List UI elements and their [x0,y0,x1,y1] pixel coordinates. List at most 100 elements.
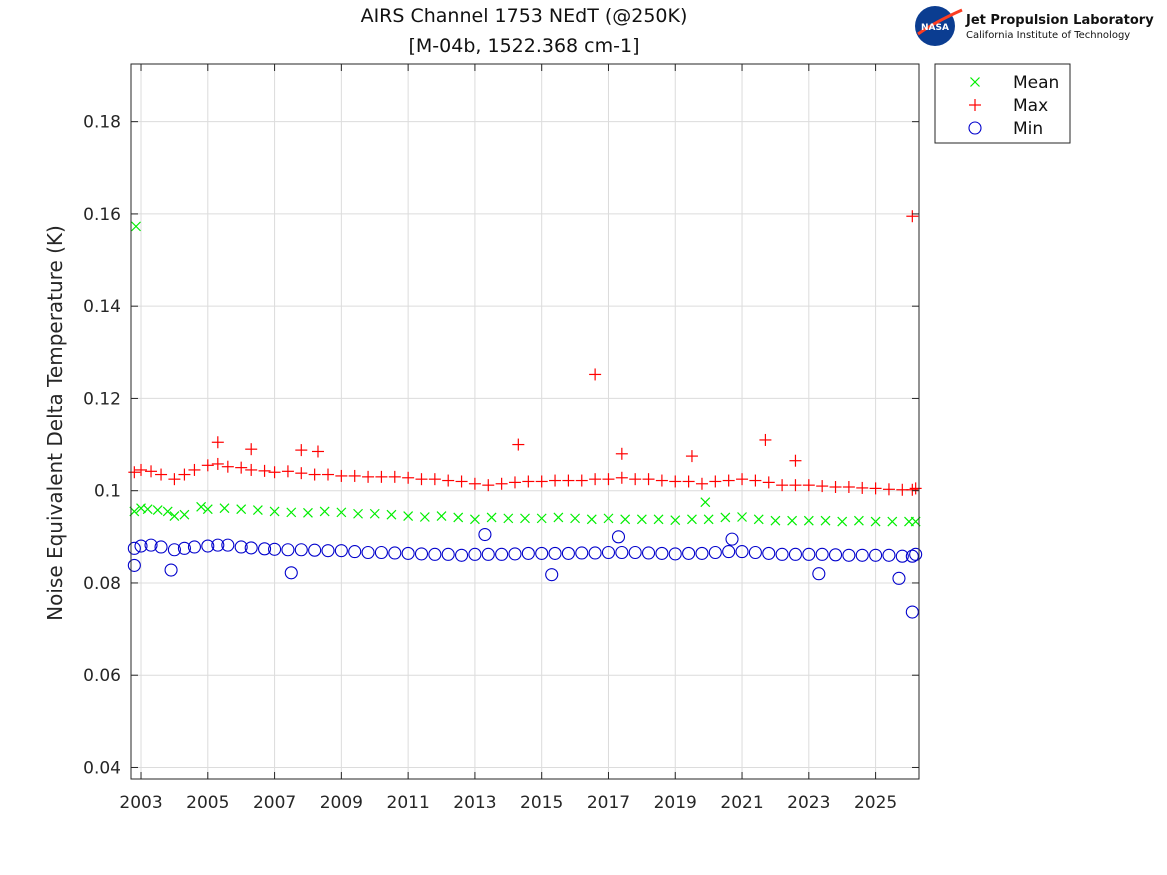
max-point [759,433,772,446]
mean-point [720,512,731,523]
max-point [669,475,682,488]
mean-point [386,509,397,520]
legend: Mean Max Min [934,63,1071,144]
max-point [512,438,525,451]
max-point [178,468,191,481]
min-point [134,539,148,553]
max-point [776,479,789,492]
mean-marker-stroke [236,504,247,515]
mean-marker-stroke [169,511,180,521]
min-point [244,541,258,555]
mean-point [753,514,764,525]
min-point [869,548,883,562]
min-point [668,547,682,561]
mean-marker-stroke [196,501,207,512]
min-point [892,571,906,585]
mean-point [536,513,547,524]
mean-marker-stroke [703,514,714,525]
mean-point [252,505,263,515]
y-axis-label: Noise Equivalent Delta Temperature (K) [43,225,67,621]
mean-point [603,513,614,524]
min-point [535,546,549,560]
mean-point [286,507,297,518]
max-point [211,436,224,449]
min-point [374,545,388,560]
mean-marker-stroke [737,512,747,522]
mean-marker-stroke [219,503,230,514]
min-point [211,538,225,552]
mean-marker-stroke [453,512,464,523]
mean-point [131,221,141,232]
mean-marker-stroke [670,515,681,526]
min-point [388,546,402,560]
max-point [816,480,829,493]
max-point [842,481,855,494]
min-point [455,548,469,562]
legend-label-max: Max [1013,96,1048,116]
mean-point [303,507,313,518]
mean-marker-stroke [803,515,814,526]
min-point [281,543,295,557]
max-point [258,464,271,477]
min-point [815,547,829,561]
mean-marker-stroke [269,506,280,517]
y-tick-label: 0.16 [83,205,121,225]
mean-point [700,497,711,508]
mean-marker-stroke [620,514,631,525]
max-point [362,470,375,483]
y-tick-label: 0.18 [83,113,121,133]
mean-marker-stroke [837,516,848,527]
min-point [748,545,762,560]
min-point [561,546,575,560]
min-point [414,547,429,561]
max-point [709,475,722,488]
min-point [725,532,739,546]
legend-label-mean: Mean [1013,73,1059,93]
min-point [775,547,789,561]
max-point [235,461,248,474]
max-point [906,483,919,496]
min-point [268,542,282,556]
legend-marker-max [969,99,981,111]
max-point [642,473,655,486]
mean-marker-stroke [870,516,881,527]
min-point [508,547,522,561]
x-tick-label: 2017 [587,793,630,813]
min-point [611,530,626,544]
mean-marker-stroke [687,514,697,525]
mean-marker-stroke [770,515,781,526]
mean-point [319,506,330,517]
series-min [127,527,923,619]
mean-point [520,513,530,524]
mean-point [453,512,464,523]
max-point [615,447,628,460]
min-point [909,547,923,561]
min-point [628,545,642,560]
max-point [695,477,708,490]
mean-marker-stroke [503,513,514,524]
min-point [284,566,298,580]
mean-point [636,514,647,525]
jpl-affiliation: California Institute of Technology [966,30,1130,41]
max-point [295,467,308,480]
mean-point [162,506,173,517]
min-point [164,563,178,577]
mean-marker-stroke [202,504,213,515]
min-point [788,547,803,561]
min-point [575,546,589,560]
min-point [495,547,509,561]
max-point [348,469,361,482]
min-point [615,545,629,560]
mean-point [620,514,631,525]
max-point [602,473,615,486]
max-point [211,457,224,470]
min-point [548,546,562,560]
min-point [905,549,919,563]
mean-marker-stroke [636,514,647,525]
max-point [882,483,895,496]
max-point [201,459,214,472]
mean-marker-stroke [586,514,597,525]
max-point [869,482,882,495]
max-point [295,444,308,457]
